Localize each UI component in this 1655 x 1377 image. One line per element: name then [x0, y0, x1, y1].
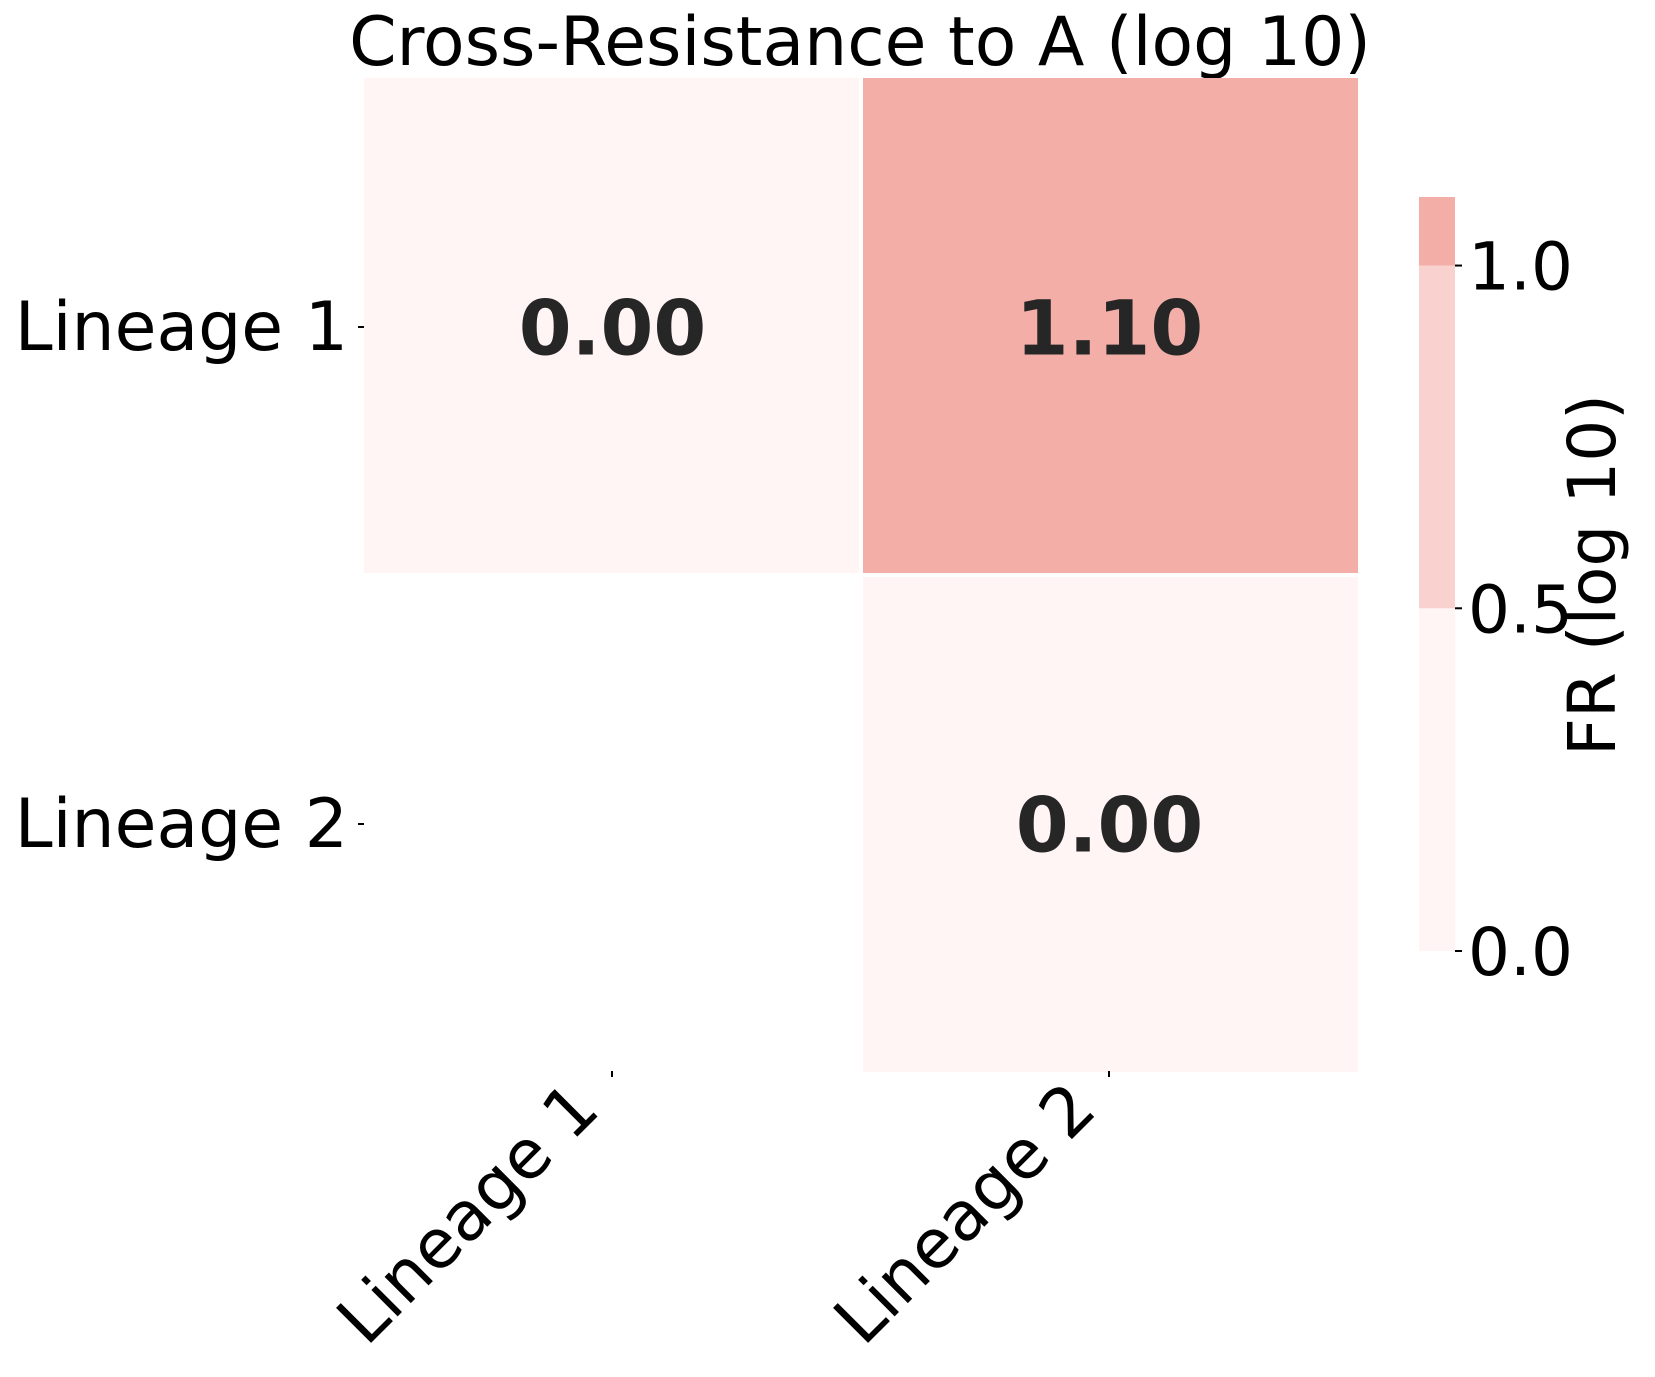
x-tick-label-lineage-2: Lineage 2: [820, 1068, 1112, 1360]
heatmap-cell-r2-c2: [863, 577, 1358, 1072]
x-tick-label-lineage-1: Lineage 1: [323, 1068, 615, 1360]
cell-value-label-r1-c2: 1.10: [1016, 284, 1204, 373]
y-tick-label-lineage-2: Lineage 2: [15, 785, 348, 864]
colorbar-ticks: 0.0 0.5 1.0: [1455, 229, 1573, 991]
colorbar-tick-label-1: 0.0: [1468, 914, 1573, 991]
heatmap-cell-r1-c2: [863, 78, 1358, 573]
x-axis: Lineage 1 Lineage 2: [323, 1068, 1112, 1360]
y-tick-label-lineage-1: Lineage 1: [15, 288, 348, 367]
colorbar: [1419, 197, 1455, 951]
chart-title: Cross-Resistance to A (log 10): [349, 3, 1371, 82]
colorbar-segment-1: [1419, 608, 1455, 951]
colorbar-label: FR (log 10): [1554, 394, 1631, 756]
colorbar-segment-3: [1419, 197, 1455, 266]
colorbar-segment-2: [1419, 265, 1455, 609]
colorbar-tick-label-3: 1.0: [1468, 229, 1573, 306]
cell-value-label-r2-c2: 0.00: [1016, 781, 1204, 870]
y-axis: Lineage 1 Lineage 2: [15, 288, 364, 864]
heatmap-cell-labels: 0.00 1.10 0.00: [519, 284, 1204, 870]
colorbar-tick-label-2: 0.5: [1468, 571, 1573, 648]
cell-value-label-r1-c1: 0.00: [519, 284, 707, 373]
heatmap-cells: [364, 78, 1358, 1072]
heatmap-cell-r1-c1: [364, 78, 859, 573]
